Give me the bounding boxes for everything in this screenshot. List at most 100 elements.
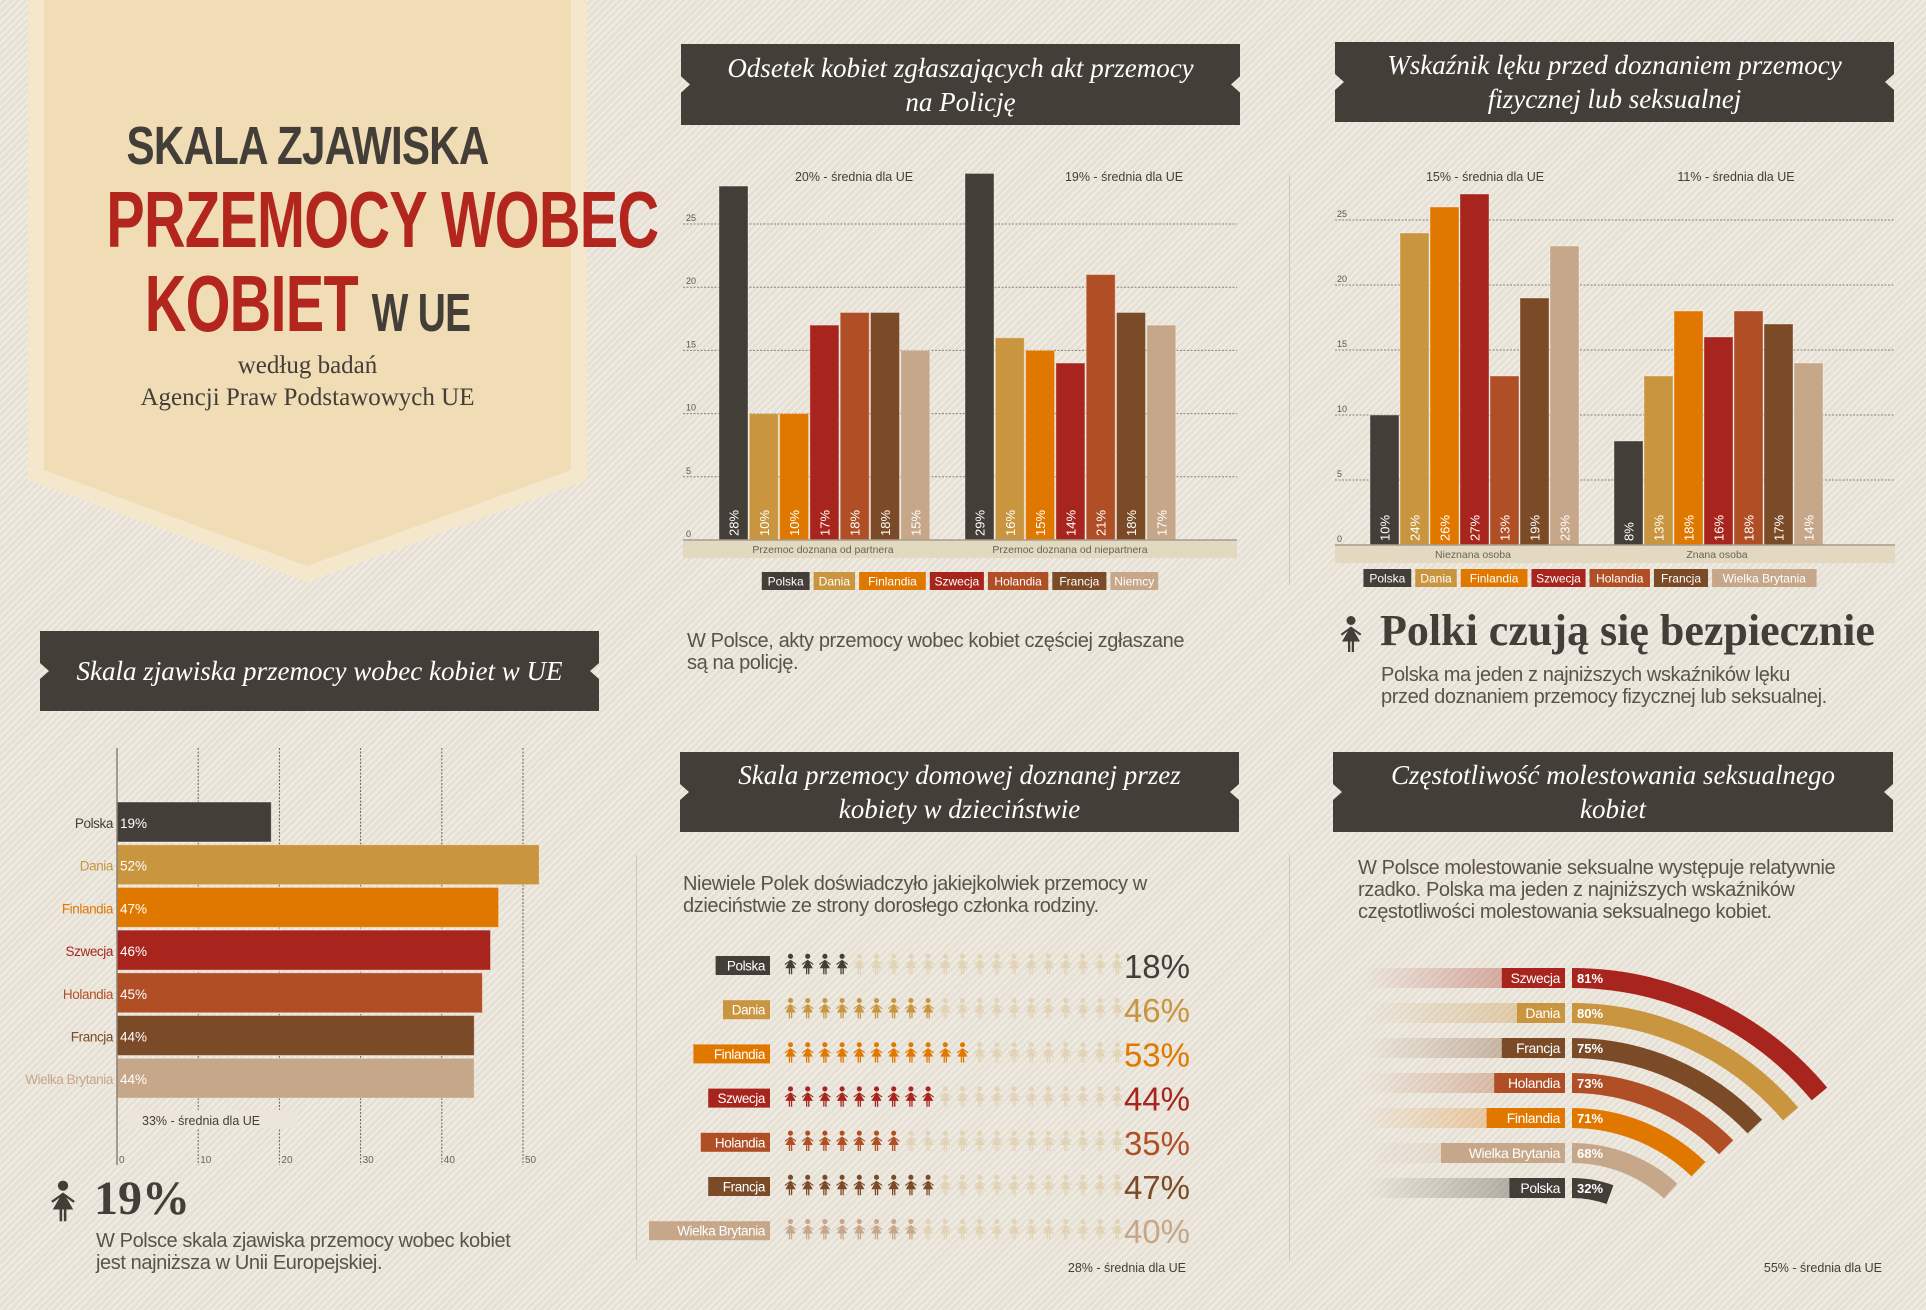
- woman-icon-empty: [1008, 1219, 1021, 1240]
- bar-value-label: 10%: [1378, 515, 1393, 541]
- woman-icon-filled: [784, 1042, 797, 1063]
- fade-band: [1365, 1003, 1565, 1023]
- woman-icon-filled: [853, 1174, 866, 1196]
- woman-icon-empty: [956, 1086, 969, 1107]
- category-label: Polska: [75, 816, 114, 831]
- country-label-box: [1441, 1143, 1565, 1163]
- woman-icon-empty: [973, 953, 986, 975]
- harassment-header: Częstotliwość molestowania seksualnego k…: [1333, 752, 1893, 832]
- eu-average-label: 15% - średnia dla UE: [1426, 170, 1544, 184]
- bar-value-label: 14%: [1802, 515, 1817, 541]
- woman-icon-empty: [1059, 1174, 1072, 1196]
- legend-item: Szwecja: [1536, 572, 1581, 586]
- woman-icon-filled: [887, 1219, 900, 1240]
- eu-average-label: 28% - średnia dla UE: [1068, 1261, 1186, 1275]
- woman-icon: [46, 1178, 80, 1224]
- bar-value-label: 18%: [1682, 515, 1697, 541]
- woman-icon-empty: [922, 1219, 935, 1240]
- bar-value-label: 44%: [120, 1030, 147, 1045]
- woman-icon-filled: [887, 1042, 900, 1063]
- bar-value-label: 16%: [1003, 510, 1018, 536]
- divider: [636, 855, 637, 1260]
- woman-icon-empty: [1076, 1174, 1089, 1196]
- legend-swatch: [1589, 569, 1650, 587]
- woman-icon-empty: [1059, 998, 1072, 1019]
- bar-szwecja: [809, 324, 840, 541]
- legend-item: Holandia: [1596, 572, 1644, 586]
- country-label: Wielka Brytania: [1469, 1145, 1561, 1161]
- woman-icon-empty: [1111, 1130, 1124, 1151]
- x-tick-label: 40: [444, 1155, 456, 1166]
- childhood-header: Skala przemocy domowej doznanej przez ko…: [680, 752, 1239, 832]
- bar-holandia: [1489, 375, 1520, 546]
- woman-icon-empty: [990, 1086, 1003, 1107]
- woman-icon-filled: [853, 1086, 866, 1107]
- percent-value: 40%: [1124, 1213, 1190, 1250]
- legend-swatch: [1110, 572, 1159, 590]
- woman-icon-filled: [818, 1086, 831, 1107]
- scale-title: Skala zjawiska przemocy wobec kobiet w U…: [76, 656, 563, 686]
- woman-icon-filled: [784, 1219, 797, 1240]
- y-tick-label: 0: [1337, 534, 1342, 544]
- woman-icon-filled: [870, 1130, 883, 1151]
- bar-polska: [1613, 440, 1644, 546]
- woman-icon-filled: [818, 1219, 831, 1240]
- title-banner: [28, 0, 587, 582]
- woman-icon-filled: [870, 1042, 883, 1063]
- woman-icon-empty: [973, 1130, 986, 1151]
- woman-icon-empty: [990, 1042, 1003, 1063]
- radial-bar-wielka-brytania: [1571, 1143, 1678, 1199]
- y-tick-label: 0: [686, 529, 691, 539]
- woman-icon-filled: [801, 998, 814, 1019]
- category-label: Dania: [80, 859, 114, 874]
- bar-finlandia: [1429, 206, 1460, 546]
- legend-item: Szwecja: [935, 575, 980, 589]
- bar-francja: [870, 311, 900, 541]
- woman-icon-empty: [922, 1130, 935, 1151]
- woman-icon-empty: [1094, 1130, 1107, 1151]
- woman-icon-filled: [836, 1174, 849, 1196]
- legend-swatch: [1712, 569, 1817, 587]
- woman-icon-empty: [1059, 1086, 1072, 1107]
- category-label: Szwecja: [66, 944, 114, 959]
- woman-icon-empty: [973, 1219, 986, 1240]
- bar-dania: [1643, 375, 1674, 546]
- y-tick-label: 25: [686, 213, 696, 223]
- y-tick-label: 25: [1337, 209, 1347, 219]
- scale-big-value: 19%: [94, 1172, 190, 1225]
- country-label-box: [708, 1088, 770, 1108]
- fear-title: Wskaźnik lęku przed doznaniem przemocy f…: [1387, 50, 1842, 114]
- woman-icon-empty: [887, 953, 900, 975]
- x-tick-label: 10: [200, 1155, 212, 1166]
- fear-heading: Polki czują się bezpiecznie: [1380, 606, 1875, 655]
- bar-value-label: 47%: [120, 901, 147, 916]
- category-band: [1335, 545, 1895, 563]
- bar-value-label: 17%: [1772, 515, 1787, 541]
- percent-value: 18%: [1124, 948, 1190, 985]
- woman-icon-filled: [922, 1042, 935, 1063]
- woman-icon-filled: [818, 1042, 831, 1063]
- country-label-box: [693, 1044, 770, 1064]
- country-label: Francja: [723, 1180, 766, 1195]
- bar-wielka-brytania: [116, 1057, 475, 1099]
- woman-icon-filled: [870, 1086, 883, 1107]
- woman-icon: [1336, 612, 1366, 656]
- woman-icon-filled: [904, 1086, 917, 1107]
- woman-icon-filled: [887, 1086, 900, 1107]
- woman-icon-empty: [990, 998, 1003, 1019]
- woman-icon-filled: [818, 1130, 831, 1151]
- woman-icon-filled: [956, 1042, 969, 1063]
- woman-icon-filled: [836, 998, 849, 1019]
- woman-icon-filled: [922, 1174, 935, 1196]
- eu-average-label: 33% - średnia dla UE: [142, 1114, 260, 1128]
- woman-icon-empty: [1059, 1130, 1072, 1151]
- woman-icon-filled: [887, 998, 900, 1019]
- percent-value: 44%: [1124, 1081, 1190, 1118]
- woman-icon-empty: [1025, 953, 1038, 975]
- bar-francja: [1763, 323, 1794, 546]
- legend-swatch: [1460, 569, 1528, 587]
- country-label: Dania: [732, 1003, 766, 1018]
- legend-swatch: [987, 572, 1049, 590]
- radial-bar-finlandia: [1571, 1108, 1706, 1177]
- legend-swatch: [1415, 569, 1457, 587]
